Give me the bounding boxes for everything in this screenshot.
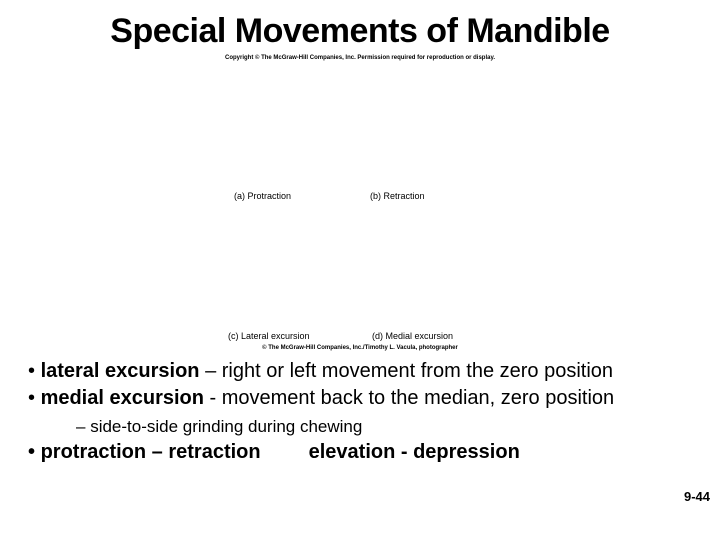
caption-b: (b) Retraction — [370, 191, 425, 201]
bullet-lateral-excursion: lateral excursion – right or left moveme… — [28, 359, 692, 384]
bullet-term: lateral excursion — [41, 360, 200, 382]
bullet-term: medial excursion — [41, 387, 204, 409]
caption-a: (a) Protraction — [234, 191, 291, 201]
photo-credit: © The McGraw-Hill Companies, Inc./Timoth… — [0, 345, 720, 351]
term-elevation-depression: elevation - depression — [309, 441, 520, 463]
page-title: Special Movements of Mandible — [0, 0, 720, 51]
figure-area: (a) Protraction (b) Retraction (c) Later… — [0, 61, 720, 351]
bullet-list: lateral excursion – right or left moveme… — [0, 351, 720, 464]
bullet-definition: - movement back to the median, zero posi… — [204, 387, 614, 409]
caption-d: (d) Medial excursion — [372, 331, 453, 341]
page-number: 9-44 — [684, 489, 710, 504]
bullet-medial-excursion: medial excursion - movement back to the … — [28, 386, 692, 411]
bullet-protraction-elevation: protraction – retraction elevation - depr… — [28, 441, 692, 464]
bullet-definition: – right or left movement from the zero p… — [200, 360, 614, 382]
caption-c: (c) Lateral excursion — [228, 331, 310, 341]
term-protraction-retraction: protraction – retraction — [41, 441, 261, 463]
sub-bullet-grinding: side-to-side grinding during chewing — [76, 417, 692, 437]
